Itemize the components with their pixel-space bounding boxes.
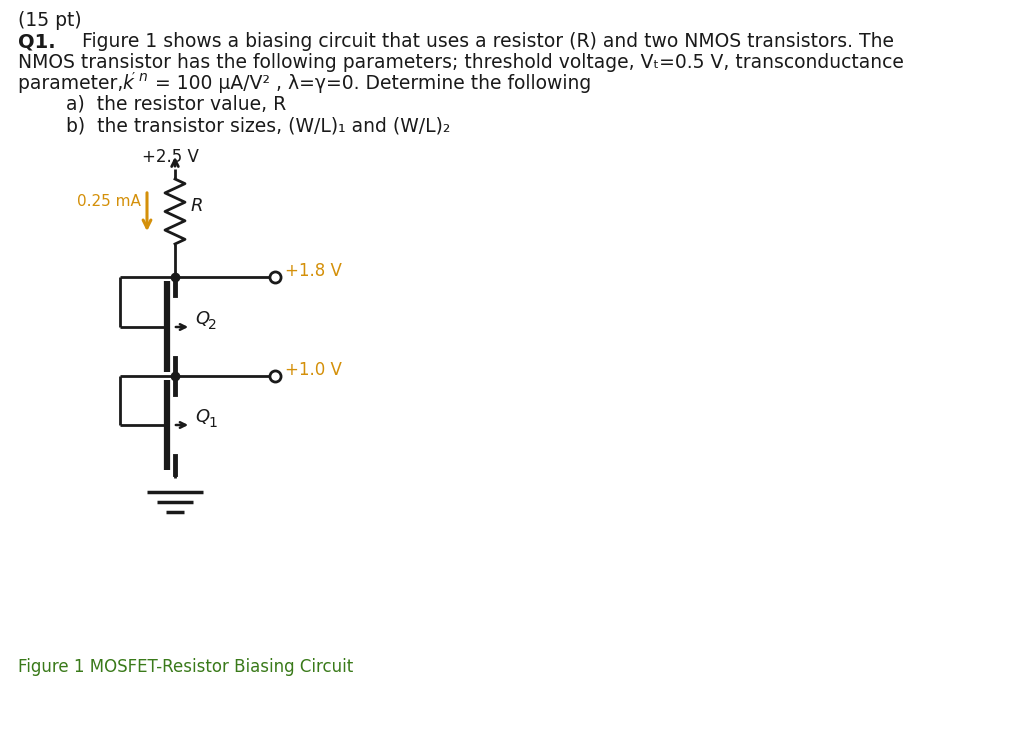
- Text: R: R: [191, 197, 204, 215]
- Text: Figure 1 shows a biasing circuit that uses a resistor (R) and two NMOS transisto: Figure 1 shows a biasing circuit that us…: [70, 32, 894, 51]
- Text: 2: 2: [208, 318, 217, 332]
- Text: parameter,: parameter,: [18, 74, 129, 93]
- Text: +2.5 V: +2.5 V: [141, 148, 199, 166]
- Text: NMOS transistor has the following parameters; threshold voltage, Vₜ=0.5 V, trans: NMOS transistor has the following parame…: [18, 53, 904, 72]
- Text: Q1.: Q1.: [18, 32, 55, 51]
- Text: Q: Q: [195, 408, 209, 426]
- Text: a)  the resistor value, R: a) the resistor value, R: [66, 95, 287, 114]
- Text: Figure 1 MOSFET-Resistor Biasing Circuit: Figure 1 MOSFET-Resistor Biasing Circuit: [18, 658, 353, 676]
- Text: +1.8 V: +1.8 V: [285, 262, 342, 280]
- Text: (15 pt): (15 pt): [18, 11, 82, 30]
- Text: 0.25 mA: 0.25 mA: [77, 194, 141, 210]
- Text: 1: 1: [208, 416, 217, 430]
- Text: ′: ′: [132, 70, 135, 84]
- Text: n: n: [139, 70, 147, 84]
- Text: b)  the transistor sizes, (W/L)₁ and (W/L)₂: b) the transistor sizes, (W/L)₁ and (W/L…: [66, 116, 451, 135]
- Text: k: k: [122, 74, 133, 93]
- Text: = 100 μA/V² , λ=γ=0. Determine the following: = 100 μA/V² , λ=γ=0. Determine the follo…: [150, 74, 591, 93]
- Text: +1.0 V: +1.0 V: [285, 361, 342, 379]
- Text: Q: Q: [195, 310, 209, 328]
